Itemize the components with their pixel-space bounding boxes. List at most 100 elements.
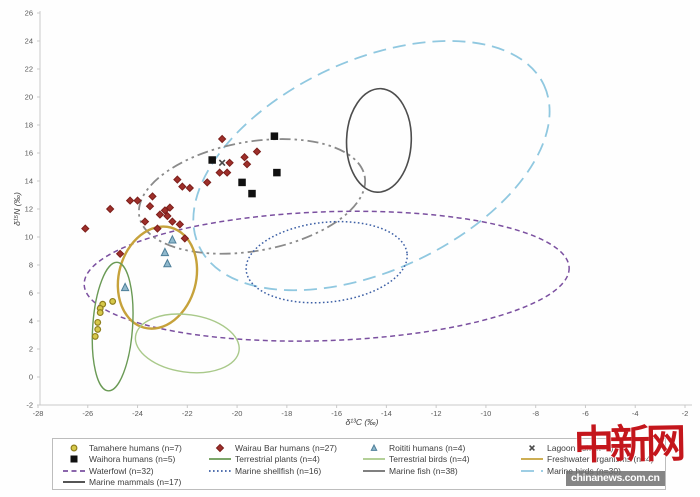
legend-row: Tamahere humans (n=7) Wairau Bar humans (…	[61, 442, 659, 454]
legend-label: Marine fish (n=38)	[389, 465, 458, 476]
ellipse-terrestrial-plants	[91, 261, 134, 392]
series-waihora-humans	[208, 132, 281, 198]
data-point-diamond	[155, 210, 165, 219]
data-point-diamond	[215, 443, 225, 452]
y-tick-label: 26	[25, 9, 33, 18]
data-point-diamond	[133, 196, 142, 205]
data-point-diamond	[160, 206, 170, 215]
legend-item-waihora-humans-n-5-: Waihora humans (n=5)	[61, 454, 207, 464]
legend-label: Marine birds (n=30)	[547, 465, 621, 476]
data-point-diamond	[173, 175, 182, 184]
legend-swatch	[63, 481, 85, 484]
x-tick-label: -2	[682, 409, 689, 418]
data-point-diamond	[153, 224, 162, 233]
legend-item-lagoon-fish-n-4-: Lagoon fish (n=4)	[519, 443, 659, 453]
x-axis-label: δ¹³C (‰)	[345, 417, 378, 427]
x-tick-label: -10	[481, 409, 492, 418]
legend-swatch	[209, 469, 231, 472]
x-tick-label: -6	[582, 409, 589, 418]
ellipse-waterfowl	[83, 210, 570, 342]
ellipse-marine-shellfish	[245, 220, 408, 304]
legend-item-freshwater-organisms-n-4-: Freshwater organisms (n=4)	[519, 454, 659, 464]
x-tick-label: -14	[381, 409, 392, 418]
x-tick-label: -8	[532, 409, 539, 418]
x-tick-label: -12	[431, 409, 442, 418]
y-tick-label: 20	[25, 93, 33, 102]
y-tick-label: 22	[25, 65, 33, 74]
x-tick-label: -16	[331, 409, 342, 418]
legend-label: Tamahere humans (n=7)	[89, 442, 182, 453]
data-point-diamond	[215, 168, 224, 177]
legend-label: Freshwater organisms (n=4)	[547, 454, 654, 465]
data-point-x	[218, 159, 226, 167]
legend-swatch	[70, 444, 78, 452]
y-tick-label: 8	[29, 261, 33, 270]
x-tick-label: -24	[132, 409, 143, 418]
data-point-diamond	[105, 204, 115, 214]
legend-swatch	[70, 455, 78, 463]
data-point-square	[270, 132, 279, 140]
legend-item-terrestrial-birds-n-4-: Terrestrial birds (n=4)	[361, 454, 519, 464]
x-tick-label: -28	[33, 409, 44, 418]
data-point-x	[529, 444, 535, 451]
x-tick-label: -22	[182, 409, 193, 418]
data-point-triangle	[120, 282, 130, 292]
data-point-square	[208, 156, 216, 164]
ellipse-marine-fish	[137, 138, 367, 255]
data-point-triangle	[370, 443, 378, 451]
legend-swatch	[63, 469, 85, 472]
legend-label: Waterfowl (n=32)	[89, 465, 154, 476]
data-point-diamond	[178, 182, 187, 191]
data-point-diamond	[203, 178, 212, 187]
legend-item-marine-shellfish-n-16-: Marine shellfish (n=16)	[207, 466, 361, 476]
data-point-diamond	[185, 183, 195, 193]
data-point-diamond	[125, 196, 135, 205]
legend-swatch	[209, 458, 231, 461]
legend-row: Marine mammals (n=17)	[61, 477, 659, 489]
scatter-plot: -28 -26 -24 -22 -20 -18 -16 -14 -12 -10 -8 -6 -4 -2-2…	[12, 9, 692, 427]
legend-swatch	[363, 469, 385, 472]
y-tick-label: 10	[25, 233, 33, 242]
data-point-diamond	[180, 234, 190, 243]
data-point-triangle	[160, 247, 170, 257]
data-point-diamond	[81, 224, 90, 233]
group-ellipses	[83, 40, 570, 392]
data-point-diamond	[115, 249, 125, 259]
legend-swatch	[521, 458, 543, 461]
legend-swatch	[521, 469, 543, 472]
x-tick-label: -26	[82, 409, 93, 418]
data-point-diamond	[175, 220, 185, 229]
y-tick-label: 18	[25, 121, 33, 130]
legend-item-tamahere-humans-n-7-: Tamahere humans (n=7)	[61, 443, 207, 453]
legend-item-marine-mammals-n-17-: Marine mammals (n=17)	[61, 477, 207, 487]
legend-label: Terrestrial plants (n=4)	[235, 454, 320, 465]
data-point-diamond	[140, 217, 150, 226]
series-roititi-humans	[120, 234, 177, 292]
data-point-triangle	[167, 234, 177, 244]
y-tick-label: 16	[25, 149, 33, 158]
data-point-diamond	[252, 147, 262, 156]
data-point-diamond	[168, 217, 177, 226]
x-tick-label: -4	[632, 409, 639, 418]
legend-row: Waihora humans (n=5) Terrestrial plants (…	[61, 454, 659, 466]
legend-label: Waihora humans (n=5)	[89, 454, 176, 465]
legend-label: Wairau Bar humans (n=27)	[235, 442, 337, 453]
x-tick-label: -20	[232, 409, 243, 418]
y-tick-label: 0	[29, 373, 33, 382]
group-data-points	[81, 132, 281, 340]
legend-label: Lagoon fish (n=4)	[547, 442, 614, 453]
y-tick-label: -2	[26, 401, 33, 410]
series-wairau-bar-humans	[81, 134, 262, 259]
y-tick-label: 6	[29, 289, 33, 298]
data-point-triangle	[162, 258, 172, 268]
legend-item-roititi-humans-n-4-: Roititi humans (n=4)	[361, 443, 519, 453]
legend-swatch	[363, 458, 385, 461]
data-point-diamond	[222, 168, 232, 177]
y-tick-label: 2	[29, 345, 33, 354]
data-point-square	[238, 178, 246, 187]
legend-item-marine-fish-n-38-: Marine fish (n=38)	[361, 466, 519, 476]
data-point-square	[273, 168, 281, 177]
y-tick-label: 14	[25, 177, 33, 186]
data-point-circle	[94, 318, 102, 326]
data-point-circle	[91, 332, 99, 340]
